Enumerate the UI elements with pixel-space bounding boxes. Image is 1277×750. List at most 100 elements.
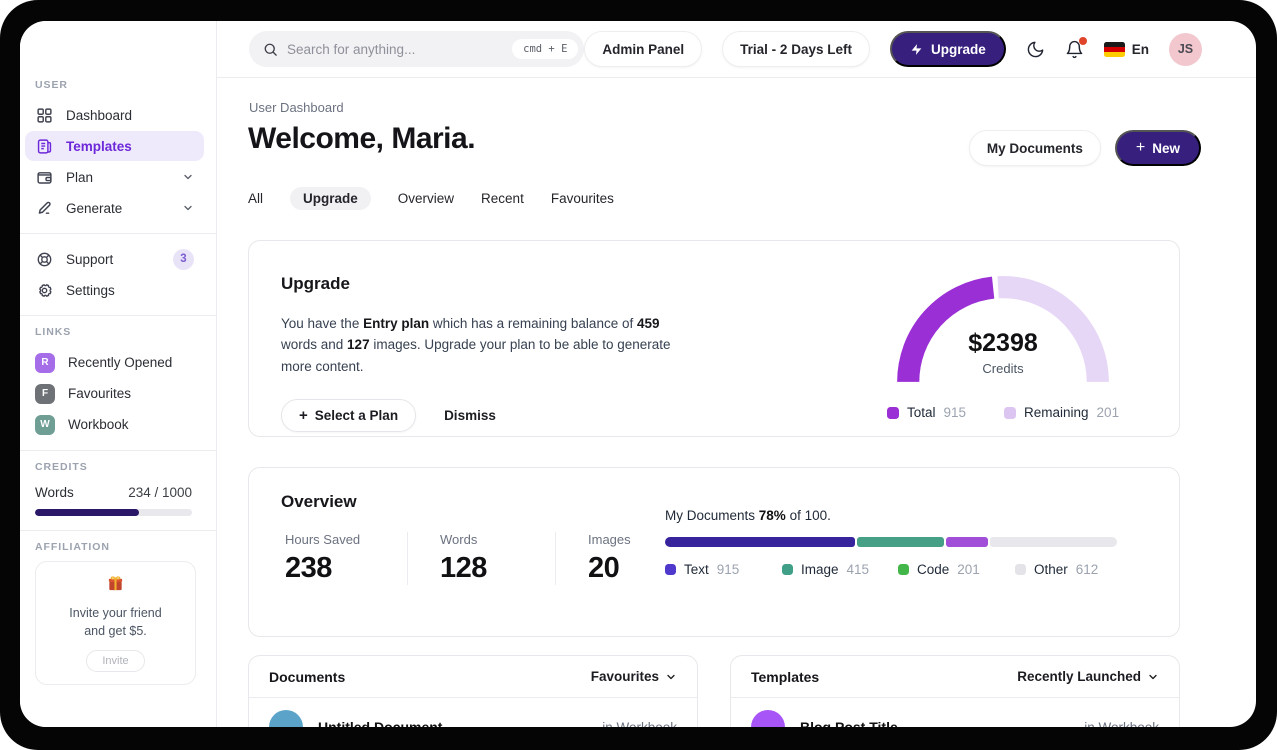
sidebar-section-affiliation: AFFILIATION (35, 541, 110, 553)
notification-dot (1078, 36, 1087, 45)
credits-words-row: Words 234 / 1000 (20, 485, 216, 500)
credits-value: 234 / 1000 (128, 485, 192, 500)
trial-status-button[interactable]: Trial - 2 Days Left (722, 31, 870, 67)
legend-item-code: Code 201 (898, 562, 1015, 577)
stat-words: Words 128 (407, 532, 555, 585)
tab-upgrade[interactable]: Upgrade (290, 187, 371, 210)
legend-swatch (898, 564, 909, 575)
search-bar[interactable]: cmd + E (249, 31, 585, 67)
tab-overview[interactable]: Overview (397, 191, 455, 206)
admin-panel-button[interactable]: Admin Panel (584, 31, 703, 67)
upgrade-card: Upgrade You have the Entry plan which ha… (248, 240, 1180, 437)
sidebar-section-credits: CREDITS (35, 461, 88, 473)
select-plan-button[interactable]: + Select a Plan (281, 398, 417, 432)
sidebar-item-label: Templates (66, 138, 132, 154)
search-input[interactable] (287, 41, 513, 57)
overview-card-title: Overview (281, 492, 357, 511)
sidebar-item-generate[interactable]: Generate (25, 193, 204, 223)
support-lifebuoy-icon (35, 250, 53, 268)
link-initial-badge: R (35, 352, 55, 373)
legend-item-remaining: Remaining 201 (1004, 405, 1119, 420)
sidebar-link-workbook[interactable]: W Workbook (20, 409, 216, 440)
content: User Dashboard Welcome, Maria. My Docume… (217, 78, 1256, 727)
bar-segment-text (665, 537, 856, 547)
support-count-badge: 3 (173, 248, 194, 270)
documents-progress-label: My Documents 78% of 100. (665, 508, 831, 523)
notifications-button[interactable] (1065, 36, 1087, 59)
new-button[interactable]: + New (1114, 130, 1201, 166)
user-avatar[interactable]: JS (1169, 32, 1202, 66)
bar-segment-other (989, 537, 1117, 547)
language-selector[interactable]: En (1103, 41, 1149, 57)
sidebar-divider (20, 450, 216, 451)
credits-label: Words (35, 485, 74, 500)
bell-icon (1066, 40, 1083, 58)
template-title: Blog Post Title (800, 719, 898, 727)
gauge-arc-remaining (997, 276, 1109, 383)
legend-swatch (665, 564, 676, 575)
dismiss-button[interactable]: Dismiss (444, 407, 496, 423)
sidebar-item-label: Support (66, 251, 114, 267)
sidebar-item-label: Settings (66, 282, 115, 298)
gauge-center-value: $2398 (968, 329, 1038, 357)
language-label: En (1131, 41, 1149, 57)
sidebar-divider (20, 530, 216, 531)
documents-filter-dropdown[interactable]: Favourites (591, 669, 677, 684)
credits-progress-fill (35, 509, 139, 516)
link-label: Favourites (68, 386, 132, 401)
link-label: Workbook (68, 417, 129, 432)
legend-item-total: Total 915 (886, 405, 966, 420)
template-location: in Workbook (1084, 719, 1159, 728)
upgrade-button[interactable]: Upgrade (889, 31, 1006, 67)
template-avatar (751, 710, 785, 727)
document-avatar (269, 710, 303, 727)
document-title: Untitled Document (318, 719, 443, 727)
tab-all[interactable]: All (248, 191, 264, 206)
affiliation-card: Invite your friend and get $5. Invite (35, 561, 196, 686)
bar-segment-image (857, 537, 944, 547)
lightning-bolt-icon (911, 43, 922, 55)
legend-item-text: Text 915 (665, 562, 782, 577)
main-area: cmd + E Admin Panel Trial - 2 Days Left … (217, 21, 1256, 727)
germany-flag-icon (1103, 41, 1125, 57)
dark-mode-toggle[interactable] (1026, 40, 1045, 59)
sidebar-item-label: Generate (66, 200, 123, 216)
plus-icon: + (1135, 139, 1146, 156)
document-list-item[interactable]: Untitled Document in Workbook (249, 698, 697, 727)
documents-panel-header: Documents Favourites (249, 656, 697, 698)
sidebar-link-recently-opened[interactable]: R Recently Opened (20, 347, 216, 378)
template-list-item[interactable]: Blog Post Title in Workbook (731, 698, 1179, 727)
sidebar-section-user: USER (35, 79, 68, 91)
header-actions: My Documents + New (968, 130, 1201, 166)
tab-recent[interactable]: Recent (481, 191, 524, 206)
templates-document-icon (35, 137, 53, 155)
gift-icon (106, 574, 125, 593)
sidebar-divider (20, 233, 216, 234)
search-icon (264, 43, 277, 56)
legend-swatch (1015, 564, 1026, 575)
sidebar-item-templates[interactable]: Templates (25, 131, 204, 161)
tab-favourites[interactable]: Favourites (550, 191, 614, 206)
my-documents-button[interactable]: My Documents (968, 130, 1101, 166)
sidebar-item-settings[interactable]: Settings (25, 275, 204, 305)
link-initial-badge: W (35, 414, 55, 435)
sidebar-item-support[interactable]: Support 3 (25, 244, 204, 274)
templates-filter-dropdown[interactable]: Recently Launched (1017, 669, 1159, 684)
upgrade-card-body: You have the Entry plan which has a rema… (281, 316, 671, 374)
invite-button[interactable]: Invite (86, 650, 145, 673)
search-shortcut-badge: cmd + E (512, 39, 579, 59)
legend-item-other: Other 612 (1015, 562, 1117, 577)
stat-hours-saved: Hours Saved 238 (285, 532, 361, 584)
sidebar-item-dashboard[interactable]: Dashboard (25, 100, 204, 130)
sidebar-item-plan[interactable]: Plan (25, 162, 204, 192)
gauge-legend: Total 915 Remaining 201 (886, 405, 1119, 420)
chevron-down-icon (182, 171, 194, 183)
overview-stats: Hours Saved 238 Words 128 Images 20 (285, 532, 703, 585)
app-window: USER Dashboard Templates Plan (20, 21, 1256, 727)
sidebar-link-favourites[interactable]: F Favourites (20, 378, 216, 409)
documents-stacked-bar (665, 537, 1117, 547)
sidebar: USER Dashboard Templates Plan (20, 21, 217, 727)
credits-progress-bar (35, 509, 192, 516)
legend-swatch (1004, 406, 1016, 419)
